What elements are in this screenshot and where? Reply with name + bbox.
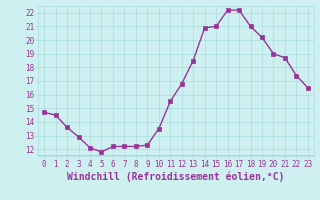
X-axis label: Windchill (Refroidissement éolien,°C): Windchill (Refroidissement éolien,°C) bbox=[67, 172, 285, 182]
